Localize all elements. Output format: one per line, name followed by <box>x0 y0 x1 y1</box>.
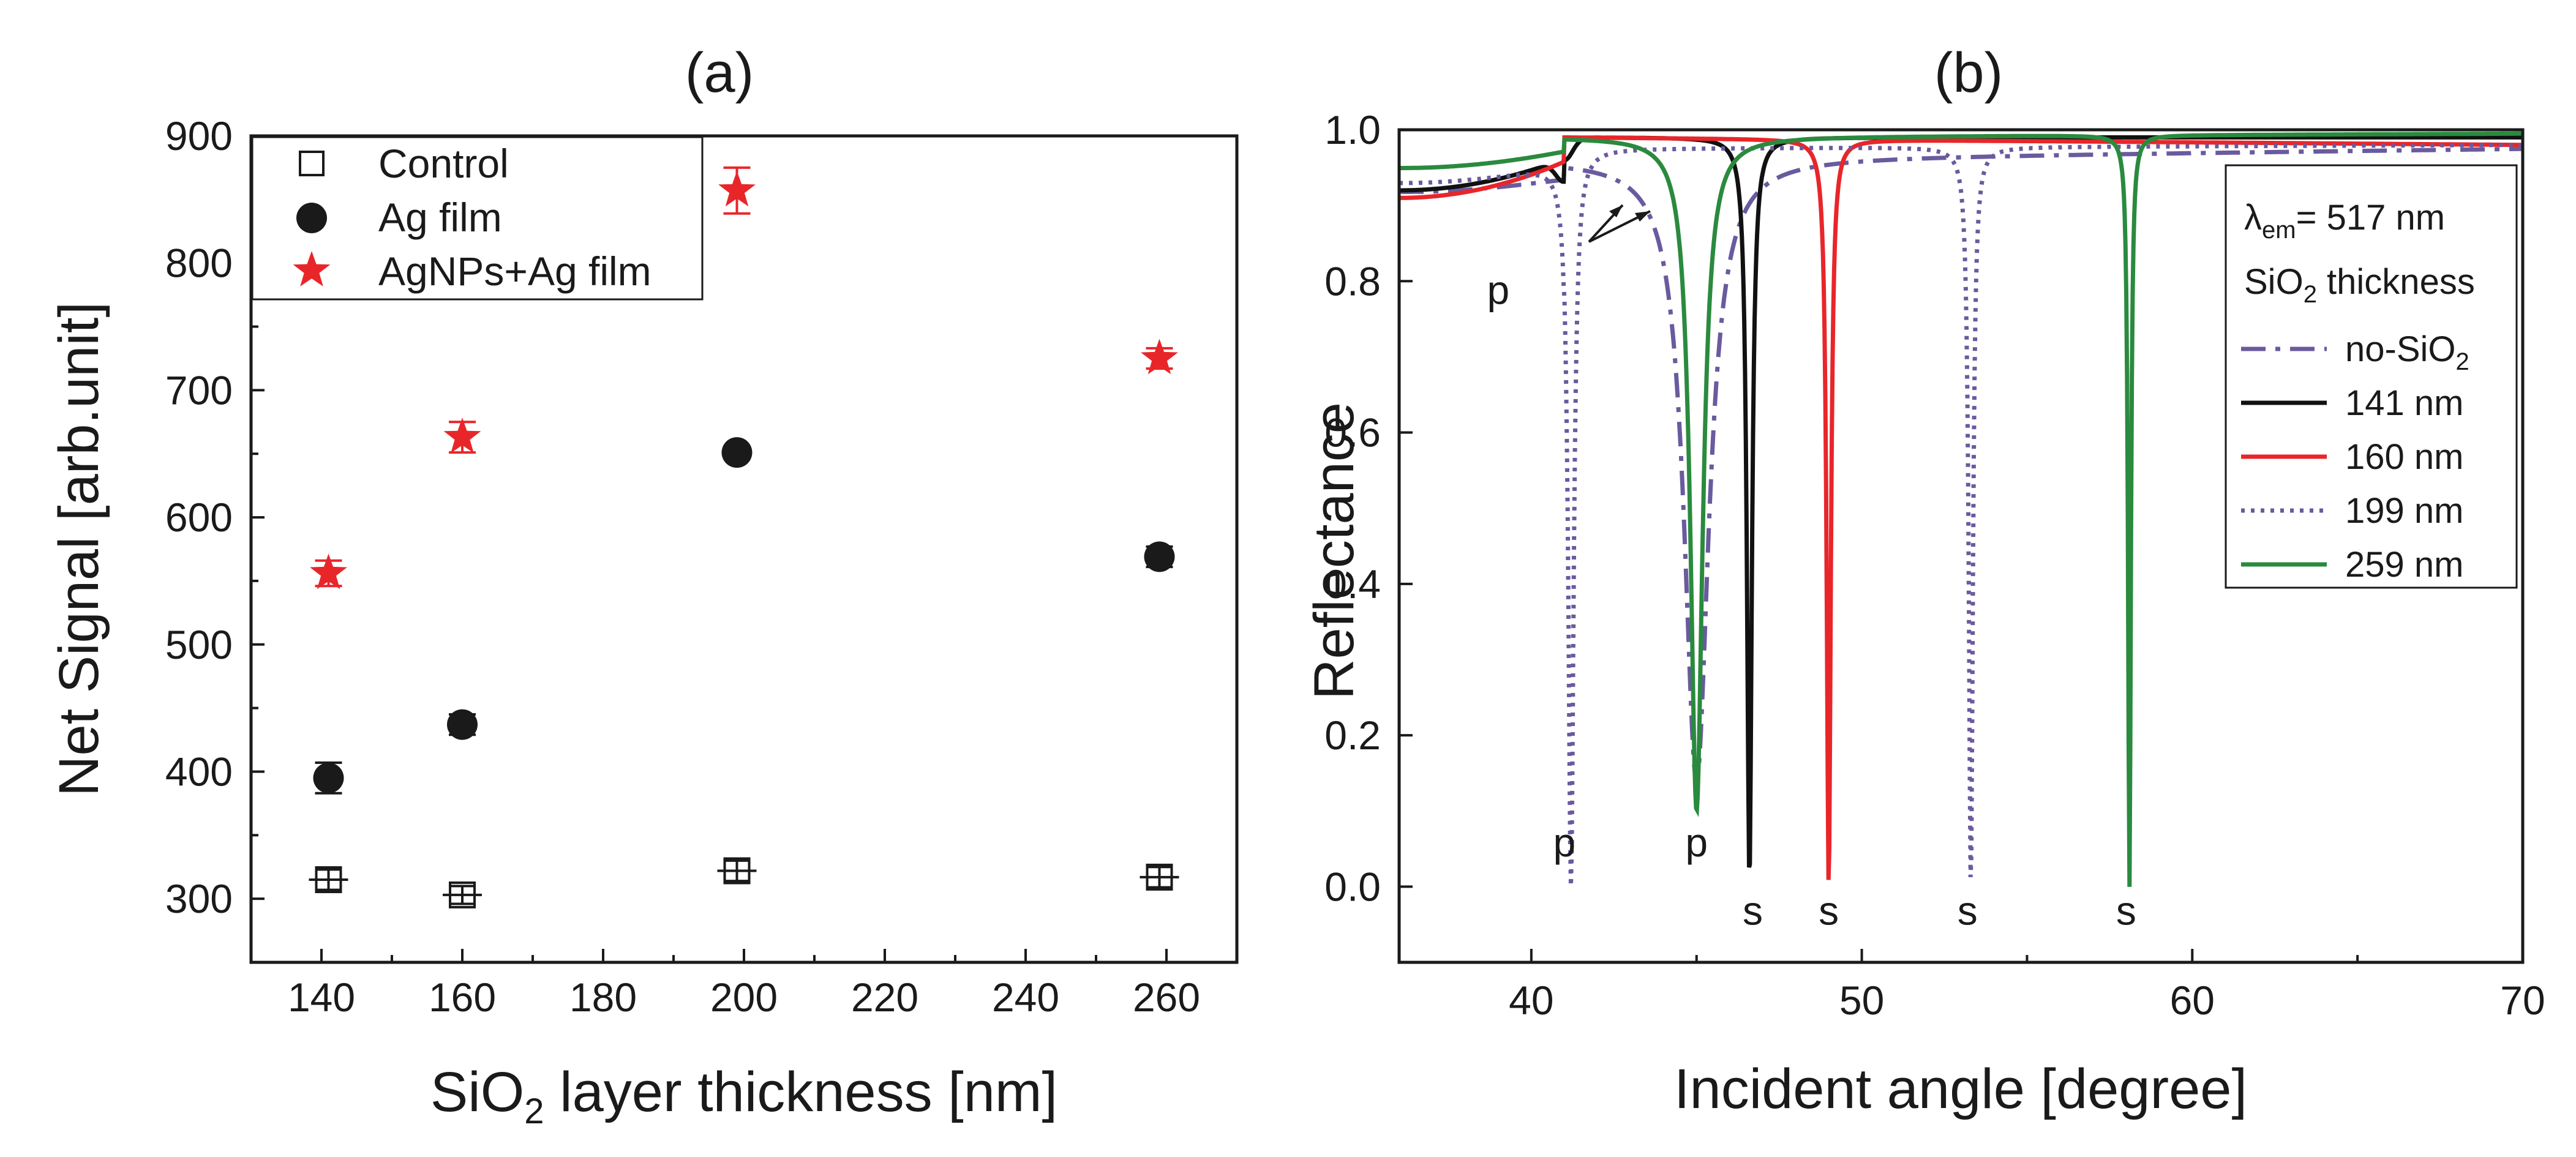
data-point-control <box>717 857 757 885</box>
panel-a-y-label: Net Signal [arb.unit] <box>48 302 110 796</box>
data-point-ag-film <box>1144 541 1175 572</box>
curve-199-nm <box>1399 143 2523 886</box>
legend-label: 160 nm <box>2345 437 2463 477</box>
y-tick-label: 0.4 <box>1324 561 1381 607</box>
panel-b: (b) 40 50 60 70 0.0 0.2 0.4 0.6 0.8 1.0 Incident… <box>1303 42 2545 1120</box>
y-tick-label: 0.8 <box>1324 258 1381 304</box>
x-tick-label: 240 <box>992 975 1059 1020</box>
panel-b-annotations: pp ps s s s <box>1487 268 2136 934</box>
panel-a: (a) 140 160 180 200 220 240 260 300 400 500 600 70… <box>48 42 1239 1131</box>
panel-b-x-ticks: 40 50 60 70 <box>1509 949 2545 1023</box>
annotation-s: s <box>1958 888 1978 933</box>
x-tick-label: 70 <box>2500 978 2545 1023</box>
panel-a-data-points <box>309 166 1179 908</box>
x-tick-label: 220 <box>851 975 918 1020</box>
data-point-ag-film <box>721 437 753 468</box>
data-point-agnps-ag-film <box>310 553 347 590</box>
x-tick-label: 260 <box>1133 975 1200 1020</box>
panel-a-legend-box <box>251 136 704 301</box>
x-tick-label: 140 <box>288 975 355 1020</box>
legend-label: 259 nm <box>2345 545 2463 585</box>
x-tick-label: 60 <box>2170 978 2215 1023</box>
panel-a-legend: Control Ag film AgNPs+Ag film <box>251 136 704 301</box>
panel-a-x-ticks: 140 160 180 200 220 240 260 <box>288 949 1200 1020</box>
curve-160-nm <box>1399 135 2523 880</box>
annotation-p: p <box>1553 820 1575 865</box>
legend-ag-film-marker <box>296 203 327 233</box>
panel-a-title: (a) <box>685 42 754 104</box>
data-point-ag-film <box>313 761 344 795</box>
x-tick-label: 40 <box>1509 978 1553 1023</box>
y-tick-label: 700 <box>165 367 233 413</box>
y-tick-label: 0.2 <box>1324 713 1381 758</box>
x-tick-label: 200 <box>710 975 778 1020</box>
y-tick-label: 800 <box>165 241 233 286</box>
legend-lambda: λem= 517 nm <box>2244 198 2445 244</box>
y-tick-label: 0.6 <box>1324 410 1381 455</box>
x-tick-label: 50 <box>1839 978 1884 1023</box>
panel-a-x-label: SiO2 layer thickness [nm] <box>430 1061 1057 1131</box>
data-point-agnps-ag-film <box>718 166 756 215</box>
panel-b-x-label: Incident angle [degree] <box>1674 1058 2247 1120</box>
arrow-head-2 <box>1635 211 1650 222</box>
panel-b-curves <box>1399 131 2523 887</box>
legend-label: 141 nm <box>2345 383 2463 423</box>
y-tick-label: 400 <box>165 749 233 794</box>
panel-b-title: (b) <box>1934 42 2003 104</box>
legend-control-marker <box>299 151 325 176</box>
y-tick-label: 500 <box>165 622 233 667</box>
curve-no-sio2 <box>1399 146 2523 784</box>
legend-ag-film-label: Ag film <box>378 195 502 240</box>
panel-b-legend-box <box>2225 164 2518 589</box>
curve-259-nm <box>1399 131 2523 887</box>
panel-b-legend-items: no-SiO2 141 nm 160 nm 199 nm 259 nm <box>2241 329 2469 585</box>
annotation-s: s <box>2116 888 2136 933</box>
y-tick-label: 0.0 <box>1324 864 1381 909</box>
annotation-p: p <box>1487 268 1510 313</box>
data-point-agnps-ag-film <box>443 417 481 454</box>
annotation-p: p <box>1685 820 1708 865</box>
legend-control-label: Control <box>378 141 509 186</box>
data-point-control <box>1140 863 1179 891</box>
y-tick-label: 900 <box>165 113 233 159</box>
panel-b-annotation-arrows <box>1588 204 1651 243</box>
y-tick-label: 300 <box>165 876 233 921</box>
legend-agnps-label: AgNPs+Ag film <box>378 249 652 294</box>
x-tick-label: 160 <box>429 975 496 1020</box>
panel-b-legend: λem= 517 nm SiO2 thickness no-SiO2 141 nm… <box>2225 164 2518 589</box>
data-point-control <box>443 881 482 908</box>
legend-label: 199 nm <box>2345 491 2463 531</box>
panel-a-y-ticks: 300 400 500 600 700 800 900 <box>165 113 265 921</box>
arrow-head-1 <box>1609 205 1623 217</box>
annotation-s: s <box>1819 888 1839 933</box>
legend-sio2-thickness: SiO2 thickness <box>2244 262 2475 308</box>
y-tick-label: 600 <box>165 495 233 540</box>
data-point-control <box>309 866 348 893</box>
annotation-s: s <box>1743 888 1763 933</box>
panel-b-plot-frame <box>1397 128 2525 964</box>
legend-agnps-marker <box>293 251 331 286</box>
panel-b-y-label: Reflectance <box>1303 402 1365 700</box>
legend-label: no-SiO2 <box>2345 329 2469 375</box>
y-tick-label: 1.0 <box>1324 107 1381 152</box>
data-point-agnps-ag-film <box>1141 339 1178 375</box>
data-point-ag-film <box>447 709 478 740</box>
x-tick-label: 180 <box>569 975 637 1020</box>
panel-b-y-ticks: 0.0 0.2 0.4 0.6 0.8 1.0 <box>1324 107 1413 909</box>
